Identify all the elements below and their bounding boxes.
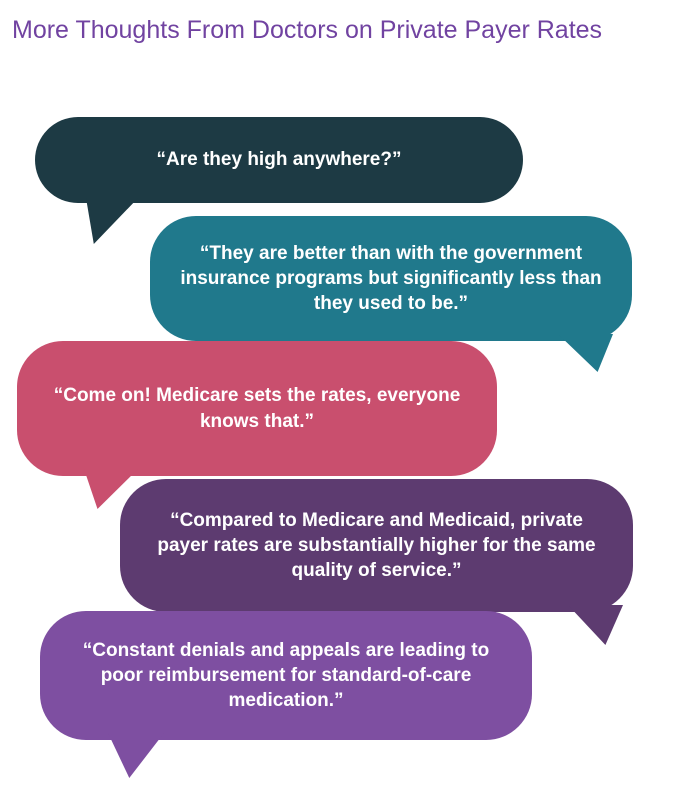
quote-text-2: “They are better than with the governmen… [180,242,602,315]
quote-text-1: “Are they high anywhere?” [156,149,402,171]
speech-tail-4 [568,605,623,645]
page-title: More Thoughts From Doctors on Private Pa… [12,16,603,44]
speech-tail-1 [86,198,138,244]
quote-bubble-3: “Come on! Medicare sets the rates, every… [17,341,497,476]
quote-text-5: “Constant denials and appeals are leadin… [82,639,490,712]
quote-bubble-1: “Are they high anywhere?” [35,117,523,203]
speech-tail-2 [558,334,613,372]
quote-bubble-4: “Compared to Medicare and Medicaid, priv… [120,479,633,612]
quote-bubble-5: “Constant denials and appeals are leadin… [40,611,532,740]
quote-text-3: “Come on! Medicare sets the rates, every… [53,385,461,432]
quote-text-4: “Compared to Medicare and Medicaid, priv… [157,509,596,582]
quote-bubble-2: “They are better than with the governmen… [150,216,632,341]
speech-tail-5 [108,733,164,778]
